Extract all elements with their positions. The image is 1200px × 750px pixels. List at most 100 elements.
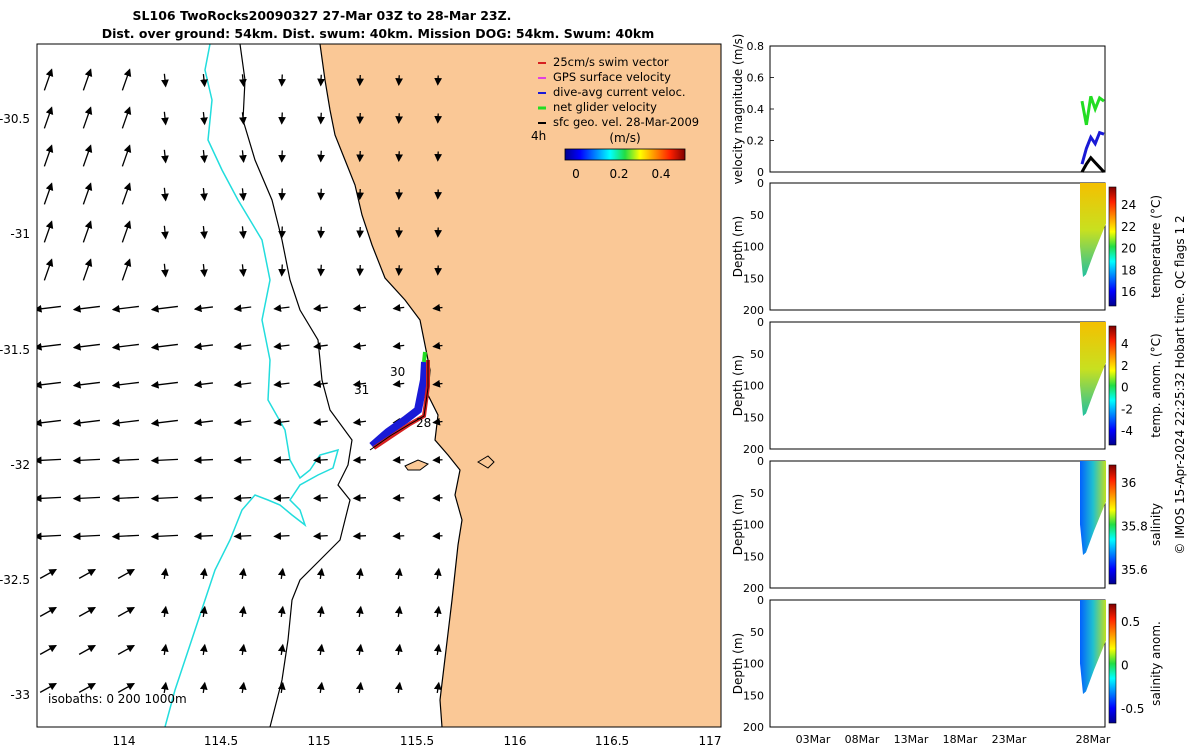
current-vector [161, 73, 169, 88]
colorbar-label: temperature (°C) [1149, 195, 1163, 298]
current-vector [273, 418, 290, 426]
current-vector [200, 73, 208, 88]
current-vector [39, 568, 58, 579]
current-vector [313, 418, 328, 426]
velocity-yticks: 0 0.2 0.4 0.6 0.8 [747, 40, 774, 179]
current-vector [273, 380, 290, 388]
map-panel: 30 31 28 25cm/s swim vector GPS surface … [0, 43, 722, 748]
current-vector [82, 182, 93, 205]
current-vector [37, 304, 61, 313]
lon-tick: 115 [308, 734, 331, 748]
legend-sfc: sfc geo. vel. 28-Mar-2009 [553, 115, 699, 129]
current-vector [72, 380, 100, 389]
current-vector [117, 644, 136, 655]
current-vector [160, 567, 169, 580]
current-vector [352, 532, 367, 540]
colorbar-tick: 16 [1121, 285, 1136, 299]
map-legend: 25cm/s swim vector GPS surface velocity … [531, 55, 699, 143]
current-vector [392, 341, 405, 350]
velocity-series-line [1080, 95, 1105, 126]
current-vector [72, 418, 100, 427]
current-vector [233, 418, 252, 427]
colorbar-tick: 24 [1121, 198, 1136, 212]
current-vector [193, 380, 214, 389]
velocity-series-line [1080, 155, 1106, 174]
current-vector [238, 567, 247, 580]
current-vector [150, 304, 178, 313]
current-vector [82, 258, 93, 281]
island [404, 459, 430, 471]
depth-colorbar [1108, 325, 1117, 446]
colorbar-tick: 36 [1121, 476, 1136, 490]
current-vector [278, 226, 286, 239]
current-vector [200, 111, 208, 126]
velocity-ytick: 0.8 [747, 40, 765, 53]
title-line2: Dist. over ground: 54km. Dist. swum: 40k… [102, 26, 655, 41]
depth-section [1080, 461, 1106, 555]
current-vector [238, 681, 247, 694]
current-vector [111, 380, 139, 389]
current-vector [121, 144, 132, 167]
current-vector [37, 418, 61, 427]
time-tick: 13Mar [894, 733, 929, 746]
current-vector [117, 606, 136, 617]
current-vector [277, 605, 286, 618]
current-vector [150, 456, 179, 465]
current-vector [317, 226, 325, 239]
current-vector [150, 380, 178, 389]
current-vector [432, 341, 443, 350]
depth-ytick: 150 [743, 411, 764, 424]
depth-ylabel: Depth (m) [731, 355, 745, 416]
current-vector [432, 417, 443, 426]
legend-swim: 25cm/s swim vector [553, 55, 669, 69]
colorbar-label: salinity anom. [1149, 621, 1163, 706]
velocity-ylabel: velocity magnitude (m/s) [731, 34, 745, 185]
depth-ytick: 0 [757, 177, 764, 190]
current-vector [233, 342, 252, 351]
depth-panel-3: 0 50 100 150 200 Depth (m) 36 35.8 35.6 salinity [731, 455, 1163, 595]
current-vector [72, 342, 100, 351]
depth-panel-2: 0 50 100 150 200 Depth (m) 4 2 0 -2 -4 temp. anom. … [731, 316, 1163, 456]
depth-ytick: 100 [743, 380, 764, 393]
current-vector [72, 304, 100, 313]
current-vector [43, 144, 54, 167]
depth-ytick: 50 [750, 209, 764, 222]
lat-tick: -31.5 [0, 343, 30, 357]
current-vector [111, 418, 139, 427]
current-vector [39, 682, 58, 693]
current-vector [313, 304, 328, 312]
velocity-ytick: 0.4 [747, 103, 765, 116]
current-vector [273, 456, 290, 464]
depth-ytick: 150 [743, 550, 764, 563]
current-vector [72, 456, 101, 465]
current-vector [233, 494, 252, 502]
colorbar-tick-0: 0 [572, 167, 580, 181]
colorbar-label: salinity [1149, 503, 1163, 546]
colorbar-tick-2: 0.4 [651, 167, 670, 181]
current-vector [278, 112, 286, 125]
current-vector [239, 150, 247, 164]
current-vector [313, 380, 328, 388]
depth-ylabel: Depth (m) [731, 216, 745, 277]
legend-net: net glider velocity [553, 100, 657, 114]
isobaths-label: isobaths: 0 200 1000m [48, 692, 187, 706]
current-vector [433, 681, 442, 694]
current-vector-field [37, 68, 443, 694]
current-vector [278, 188, 286, 201]
velocity-ytick: 0.6 [747, 72, 765, 85]
depth-ytick: 100 [743, 658, 764, 671]
map-frame [36, 43, 722, 728]
colorbar-tick: 0 [1121, 381, 1129, 395]
current-vector [433, 567, 442, 580]
colorbar-tick-1: 0.2 [609, 167, 628, 181]
current-vector [277, 567, 286, 580]
depth-ytick: 200 [743, 721, 764, 734]
lon-tick: 115.5 [400, 734, 434, 748]
current-vector [352, 418, 367, 426]
current-vector [278, 150, 286, 163]
current-vector [238, 605, 247, 618]
map-lat-axis: -30.5 -31 -31.5 -32 -32.5 -33 [0, 112, 30, 702]
depth-axes [769, 321, 1106, 450]
lon-tick: 116 [504, 734, 527, 748]
